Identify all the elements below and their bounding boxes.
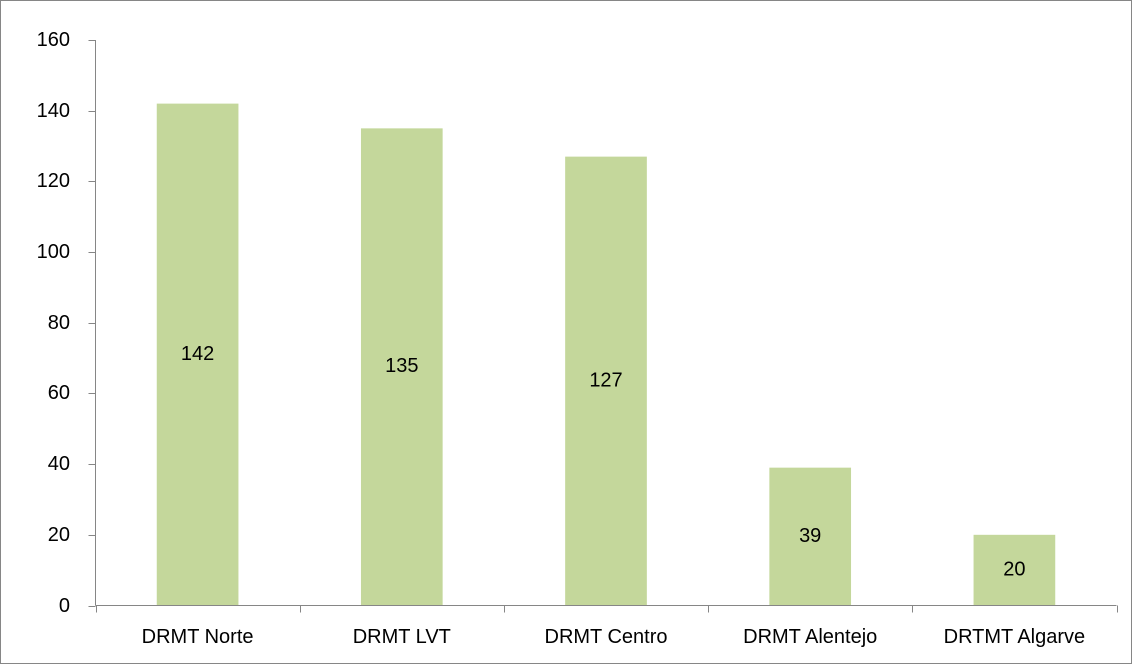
bar (769, 467, 852, 606)
y-tick-label: 120 (37, 170, 70, 192)
bar (156, 103, 239, 606)
bar (565, 156, 647, 606)
y-tick-label: 100 (37, 241, 70, 263)
x-tick-label: DRMT LVT (353, 626, 451, 648)
data-label: 127 (589, 369, 622, 391)
bar (360, 128, 443, 606)
data-label: 142 (181, 343, 214, 365)
y-tick-label: 20 (48, 524, 70, 546)
x-tick-label: DRTMT Algarve (944, 626, 1086, 648)
y-tick-label: 60 (48, 382, 70, 404)
data-label: 135 (385, 355, 418, 377)
y-tick-label: 140 (37, 100, 70, 122)
y-tick-label: 40 (48, 453, 70, 475)
y-tick-label: 0 (59, 595, 70, 617)
x-tick-label: DRMT Centro (545, 626, 668, 648)
y-tick-label: 160 (37, 29, 70, 51)
x-tick-label: DRMT Alentejo (743, 626, 877, 648)
data-label: 20 (1003, 558, 1025, 580)
y-tick-label: 80 (48, 312, 70, 334)
data-label: 39 (799, 525, 821, 547)
bar (973, 534, 1056, 606)
x-tick-label: DRMT Norte (142, 626, 254, 648)
